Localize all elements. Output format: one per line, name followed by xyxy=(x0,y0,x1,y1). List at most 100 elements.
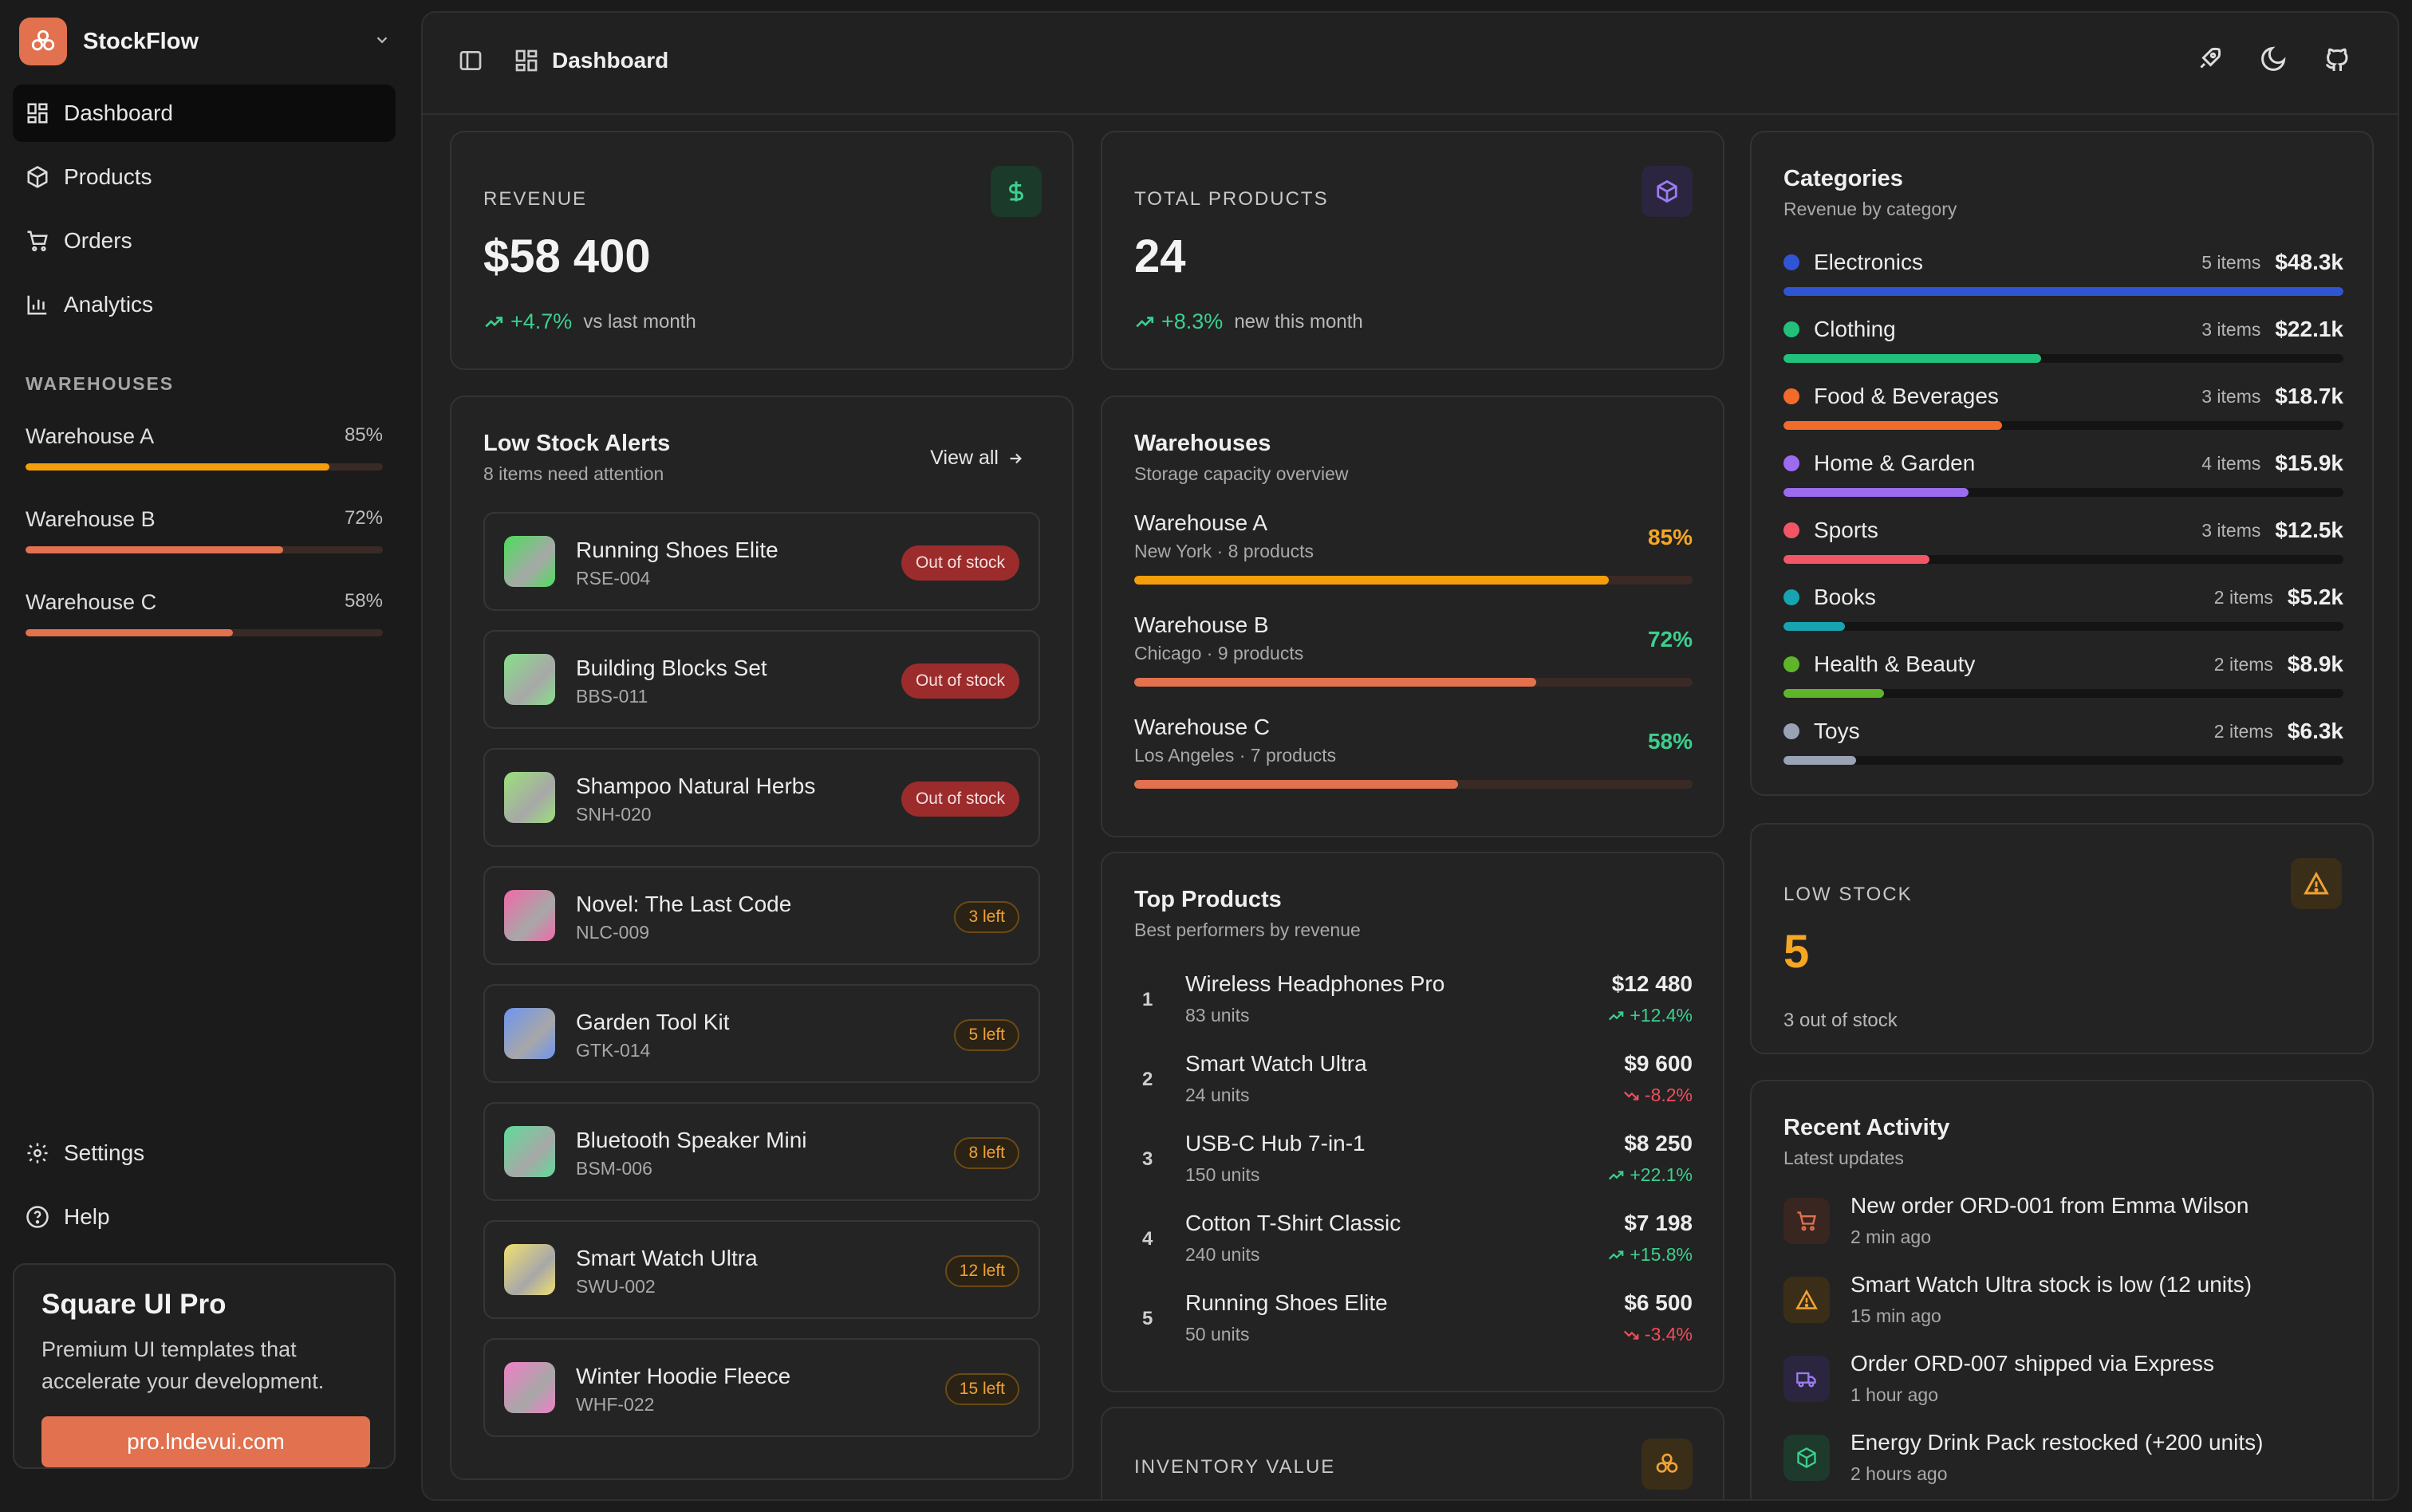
card-subtitle: Latest updates xyxy=(1783,1148,1904,1168)
sidebar-warehouse-a[interactable]: Warehouse A 85% xyxy=(26,424,383,471)
activity-item[interactable]: Order ORD-007 shipped via Express 1 hour… xyxy=(1783,1351,2343,1423)
nav-item-dashboard[interactable]: Dashboard xyxy=(13,85,396,142)
category-bar xyxy=(1783,421,2343,430)
low-stock-item[interactable]: Winter Hoodie Fleece WHF-022 15 left xyxy=(483,1338,1040,1437)
help-icon xyxy=(26,1206,49,1228)
product-sku: SNH-020 xyxy=(576,804,652,825)
product-name: Smart Watch Ultra xyxy=(576,1246,758,1270)
product-units: 150 units xyxy=(1185,1164,1260,1185)
sidebar-warehouse-b[interactable]: Warehouse B 72% xyxy=(26,507,383,553)
category-dot xyxy=(1783,656,1799,672)
category-count: 5 items xyxy=(2201,251,2261,273)
category-row[interactable]: Books 2 items $5.2k xyxy=(1783,584,2343,631)
low-stock-item[interactable]: Novel: The Last Code NLC-009 3 left xyxy=(483,866,1040,965)
product-thumbnail xyxy=(504,1126,555,1177)
category-dot xyxy=(1783,723,1799,739)
warehouse-row[interactable]: Warehouse B Chicago · 9 products 72% xyxy=(1134,612,1693,687)
stat-note: 3 out of stock xyxy=(1783,1010,1898,1031)
stock-badge: 8 left xyxy=(954,1137,1019,1169)
capacity-bar xyxy=(1134,780,1693,789)
change-value: +22.1% xyxy=(1630,1164,1693,1185)
github-icon[interactable] xyxy=(2323,45,2351,77)
category-row[interactable]: Electronics 5 items $48.3k xyxy=(1783,249,2343,296)
category-row[interactable]: Toys 2 items $6.3k xyxy=(1783,718,2343,765)
product-name: Shampoo Natural Herbs xyxy=(576,774,816,798)
activity-item[interactable]: Energy Drink Pack restocked (+200 units)… xyxy=(1783,1430,2343,1499)
top-product-row[interactable]: 1 Wireless Headphones Pro 83 units $12 4… xyxy=(1134,965,1693,1037)
product-units: 50 units xyxy=(1185,1324,1250,1345)
category-dot xyxy=(1783,455,1799,471)
product-name: USB-C Hub 7-in-1 xyxy=(1185,1131,1366,1156)
category-row[interactable]: Sports 3 items $12.5k xyxy=(1783,517,2343,564)
activity-text: Smart Watch Ultra stock is low (12 units… xyxy=(1850,1272,2252,1297)
sidebar-toggle-icon[interactable] xyxy=(458,48,483,77)
revenue-card: REVENUE $58 400 +4.7% vs last month xyxy=(450,131,1074,370)
top-product-row[interactable]: 4 Cotton T-Shirt Classic 240 units $7 19… xyxy=(1134,1204,1693,1276)
change-value: -8.2% xyxy=(1644,1085,1693,1105)
category-row[interactable]: Food & Beverages 3 items $18.7k xyxy=(1783,383,2343,430)
low-stock-item[interactable]: Smart Watch Ultra SWU-002 12 left xyxy=(483,1220,1040,1319)
top-product-row[interactable]: 3 USB-C Hub 7-in-1 150 units $8 250 +22.… xyxy=(1134,1124,1693,1196)
total-products-card: TOTAL PRODUCTS 24 +8.3% new this month xyxy=(1101,131,1724,370)
capacity-bar-fill xyxy=(1134,678,1536,687)
category-name: Sports xyxy=(1814,518,1878,542)
workspace-switcher[interactable]: StockFlow xyxy=(19,18,396,65)
nav-item-help[interactable]: Help xyxy=(13,1188,396,1246)
warehouse-pct: 85% xyxy=(344,424,383,446)
nav-item-analytics[interactable]: Analytics xyxy=(13,276,396,333)
view-all-label: View all xyxy=(930,447,999,469)
category-bar-fill xyxy=(1783,287,2343,296)
category-bar xyxy=(1783,287,2343,296)
nav-item-orders[interactable]: Orders xyxy=(13,212,396,270)
top-product-row[interactable]: 5 Running Shoes Elite 50 units $6 500 -3… xyxy=(1134,1284,1693,1356)
rocket-icon[interactable] xyxy=(2195,45,2224,77)
capacity-bar-fill xyxy=(1134,780,1458,789)
category-row[interactable]: Home & Garden 4 items $15.9k xyxy=(1783,450,2343,497)
promo-link-button[interactable]: pro.lndevui.com xyxy=(41,1416,370,1467)
low-stock-item[interactable]: Running Shoes Elite RSE-004 Out of stock xyxy=(483,512,1040,611)
activity-item[interactable]: New order ORD-001 from Emma Wilson 2 min… xyxy=(1783,1193,2343,1265)
category-bar-fill xyxy=(1783,421,2002,430)
low-stock-item[interactable]: Shampoo Natural Herbs SNH-020 Out of sto… xyxy=(483,748,1040,847)
moon-icon[interactable] xyxy=(2259,45,2288,77)
activity-item[interactable]: Smart Watch Ultra stock is low (12 units… xyxy=(1783,1272,2343,1344)
category-bar-fill xyxy=(1783,354,2041,363)
cart-icon xyxy=(27,230,48,252)
stock-badge: 5 left xyxy=(954,1019,1019,1051)
nav-label: Products xyxy=(64,164,152,189)
category-dot xyxy=(1783,589,1799,605)
low-stock-item[interactable]: Garden Tool Kit GTK-014 5 left xyxy=(483,984,1040,1083)
categories-card: Categories Revenue by category Electroni… xyxy=(1750,131,2374,796)
low-stock-item[interactable]: Building Blocks Set BBS-011 Out of stock xyxy=(483,630,1040,729)
product-name: Building Blocks Set xyxy=(576,656,767,680)
top-product-row[interactable]: 2 Smart Watch Ultra 24 units $9 600 -8.2… xyxy=(1134,1045,1693,1116)
warehouse-row[interactable]: Warehouse C Los Angeles · 7 products 58% xyxy=(1134,715,1693,789)
category-bar-fill xyxy=(1783,622,1846,631)
nav-item-products[interactable]: Products xyxy=(13,148,396,206)
low-stock-item[interactable]: Bluetooth Speaker Mini BSM-006 8 left xyxy=(483,1102,1040,1201)
truck-icon xyxy=(1783,1356,1830,1402)
category-row[interactable]: Clothing 3 items $22.1k xyxy=(1783,316,2343,363)
view-all-link[interactable]: View all xyxy=(930,447,1024,470)
warehouse-location: Los Angeles · 7 products xyxy=(1134,745,1337,766)
category-revenue: $12.5k xyxy=(2275,518,2343,542)
category-revenue: $8.9k xyxy=(2287,652,2343,676)
activity-text: Order ORD-007 shipped via Express xyxy=(1850,1351,2214,1376)
product-name: Running Shoes Elite xyxy=(1185,1290,1388,1315)
product-change: -8.2% xyxy=(1622,1085,1693,1106)
category-row[interactable]: Health & Beauty 2 items $8.9k xyxy=(1783,651,2343,698)
rank: 5 xyxy=(1142,1308,1153,1329)
nav-label: Help xyxy=(64,1204,110,1229)
warehouse-row[interactable]: Warehouse A New York · 8 products 85% xyxy=(1134,510,1693,585)
product-units: 240 units xyxy=(1185,1244,1260,1265)
promo-card: Square UI Pro Premium UI templates that … xyxy=(13,1263,396,1469)
sidebar-warehouse-c[interactable]: Warehouse C 58% xyxy=(26,590,383,636)
card-title: Categories xyxy=(1783,166,1903,191)
dashboard-icon xyxy=(27,103,48,124)
product-sku: NLC-009 xyxy=(576,922,650,943)
category-count: 3 items xyxy=(2201,318,2261,340)
low-stock-card: LOW STOCK 5 3 out of stock xyxy=(1750,823,2374,1054)
nav-item-settings[interactable]: Settings xyxy=(13,1124,396,1182)
warehouse-location: Chicago · 9 products xyxy=(1134,643,1304,663)
gear-icon xyxy=(27,1143,48,1164)
